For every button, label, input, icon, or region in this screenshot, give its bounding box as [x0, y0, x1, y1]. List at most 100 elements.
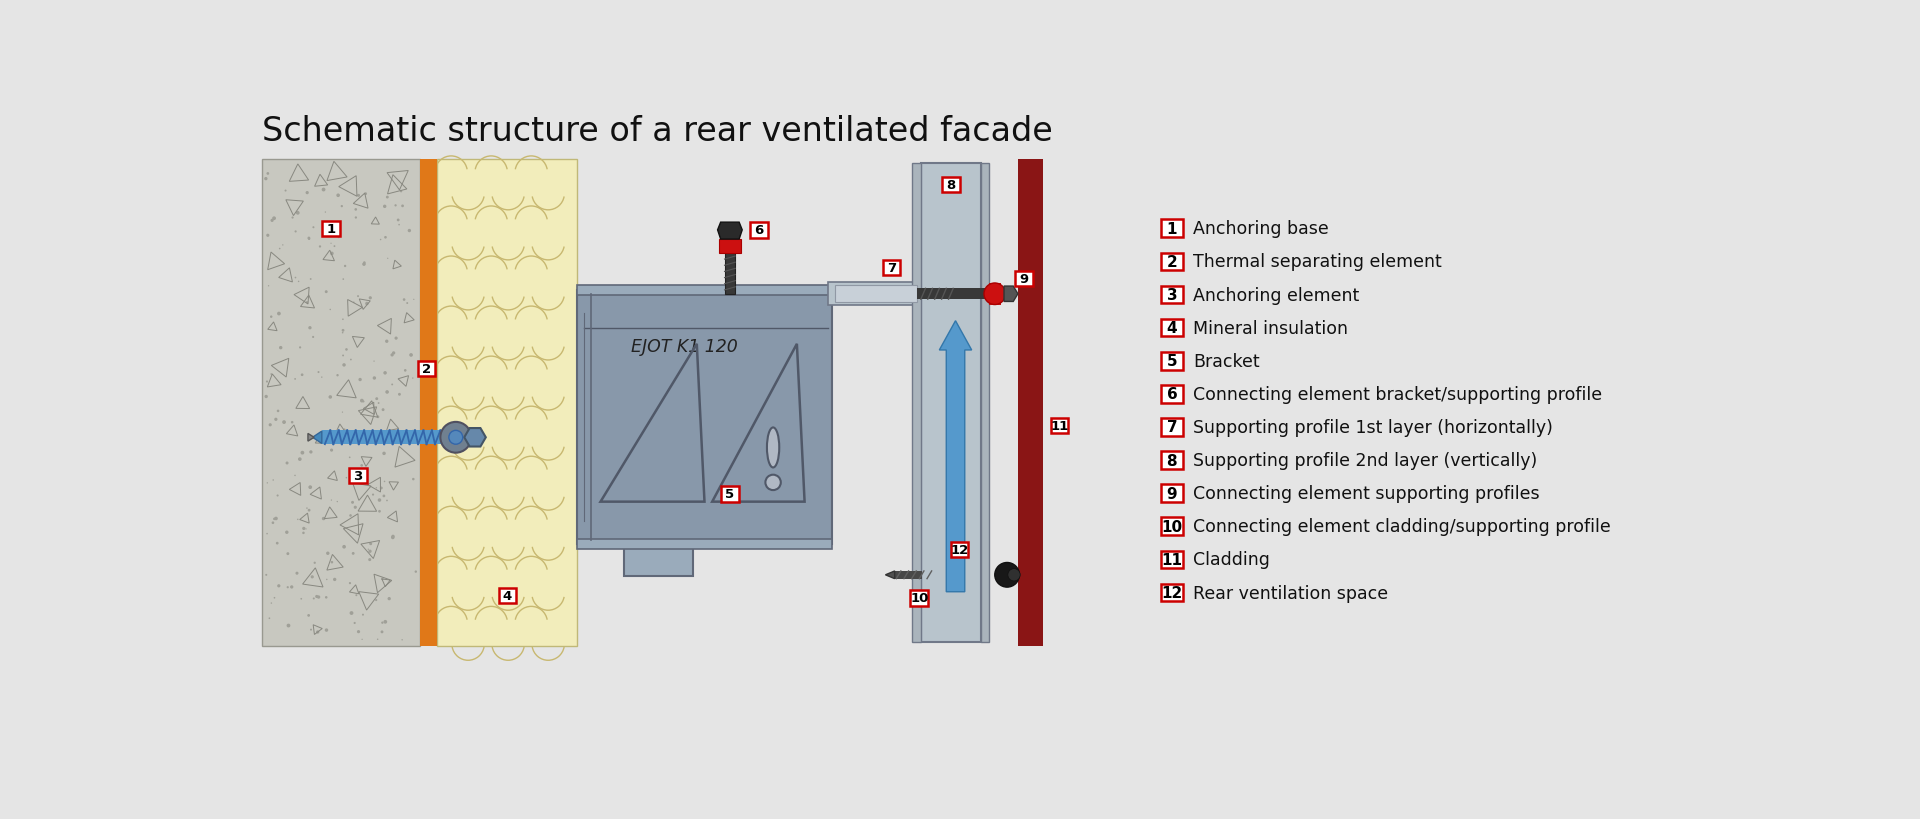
Circle shape — [319, 246, 321, 248]
Circle shape — [376, 416, 380, 419]
Text: Connecting element cladding/supporting profile: Connecting element cladding/supporting p… — [1194, 518, 1611, 536]
Circle shape — [380, 487, 382, 490]
FancyBboxPatch shape — [1162, 584, 1183, 602]
Circle shape — [440, 423, 470, 453]
Circle shape — [344, 429, 346, 432]
Circle shape — [349, 611, 353, 615]
Circle shape — [326, 552, 330, 555]
Bar — [624, 545, 693, 577]
Circle shape — [369, 559, 371, 562]
Circle shape — [392, 535, 396, 538]
Circle shape — [330, 433, 334, 436]
Circle shape — [282, 421, 286, 424]
Circle shape — [300, 347, 301, 349]
Circle shape — [766, 475, 781, 491]
Circle shape — [332, 578, 336, 581]
Circle shape — [269, 423, 273, 427]
Circle shape — [407, 229, 411, 233]
Text: Supporting profile 2nd layer (vertically): Supporting profile 2nd layer (vertically… — [1194, 451, 1538, 469]
Circle shape — [323, 518, 324, 521]
Circle shape — [317, 372, 319, 373]
Circle shape — [363, 401, 365, 403]
Circle shape — [290, 422, 294, 424]
Circle shape — [265, 396, 269, 399]
Bar — [828, 283, 922, 306]
Bar — [918, 289, 989, 300]
Circle shape — [309, 327, 311, 330]
Circle shape — [401, 206, 403, 208]
Circle shape — [271, 219, 275, 223]
Text: EJOT K1 120: EJOT K1 120 — [632, 337, 737, 355]
Circle shape — [301, 532, 305, 535]
Circle shape — [307, 238, 311, 241]
Circle shape — [351, 501, 353, 505]
Circle shape — [273, 217, 276, 221]
Circle shape — [278, 346, 282, 350]
Circle shape — [378, 499, 382, 502]
Polygon shape — [885, 572, 895, 579]
Text: 12: 12 — [950, 543, 968, 556]
Ellipse shape — [766, 428, 780, 468]
Text: Cladding: Cladding — [1194, 550, 1271, 568]
Circle shape — [365, 302, 369, 305]
Circle shape — [315, 595, 319, 598]
Circle shape — [292, 217, 294, 219]
Text: 9: 9 — [1020, 273, 1029, 286]
Circle shape — [271, 522, 275, 524]
Circle shape — [328, 396, 332, 399]
Circle shape — [355, 209, 357, 211]
Text: 7: 7 — [1167, 420, 1177, 435]
Text: Anchoring element: Anchoring element — [1194, 286, 1359, 304]
Text: 1: 1 — [326, 223, 336, 236]
Circle shape — [276, 542, 278, 545]
FancyBboxPatch shape — [349, 468, 367, 484]
Circle shape — [276, 495, 278, 497]
Circle shape — [407, 303, 409, 305]
Circle shape — [276, 410, 280, 413]
Text: 6: 6 — [755, 224, 764, 237]
Circle shape — [301, 527, 305, 531]
FancyBboxPatch shape — [1162, 287, 1183, 304]
Circle shape — [330, 449, 334, 452]
Circle shape — [386, 197, 388, 199]
FancyBboxPatch shape — [722, 486, 739, 502]
FancyBboxPatch shape — [1162, 319, 1183, 337]
Circle shape — [363, 263, 367, 266]
Bar — [922, 164, 981, 642]
FancyBboxPatch shape — [419, 361, 436, 377]
Circle shape — [355, 217, 357, 219]
Bar — [895, 572, 922, 579]
Text: 10: 10 — [910, 591, 929, 604]
Circle shape — [294, 231, 298, 233]
Text: Thermal separating element: Thermal separating element — [1194, 253, 1442, 271]
Circle shape — [349, 582, 351, 585]
Circle shape — [267, 234, 269, 238]
Circle shape — [399, 191, 401, 193]
Text: 8: 8 — [1167, 453, 1177, 468]
Circle shape — [349, 514, 351, 517]
Circle shape — [290, 586, 294, 589]
FancyBboxPatch shape — [1050, 419, 1068, 433]
Circle shape — [305, 301, 307, 304]
Circle shape — [276, 312, 280, 316]
Circle shape — [296, 211, 300, 215]
Circle shape — [296, 572, 298, 575]
Circle shape — [286, 462, 288, 465]
Circle shape — [313, 598, 315, 600]
Circle shape — [382, 622, 384, 624]
Text: 4: 4 — [1167, 321, 1177, 336]
Text: 2: 2 — [1167, 255, 1177, 269]
Circle shape — [382, 409, 384, 412]
Circle shape — [357, 296, 359, 298]
Circle shape — [342, 329, 344, 333]
Circle shape — [363, 614, 365, 616]
Circle shape — [311, 576, 313, 579]
Circle shape — [392, 352, 396, 355]
Text: Bracket: Bracket — [1194, 352, 1260, 370]
Circle shape — [353, 506, 357, 509]
Circle shape — [313, 562, 317, 564]
Circle shape — [307, 614, 309, 617]
Bar — [578, 286, 839, 295]
Circle shape — [359, 378, 361, 382]
Circle shape — [307, 509, 311, 512]
